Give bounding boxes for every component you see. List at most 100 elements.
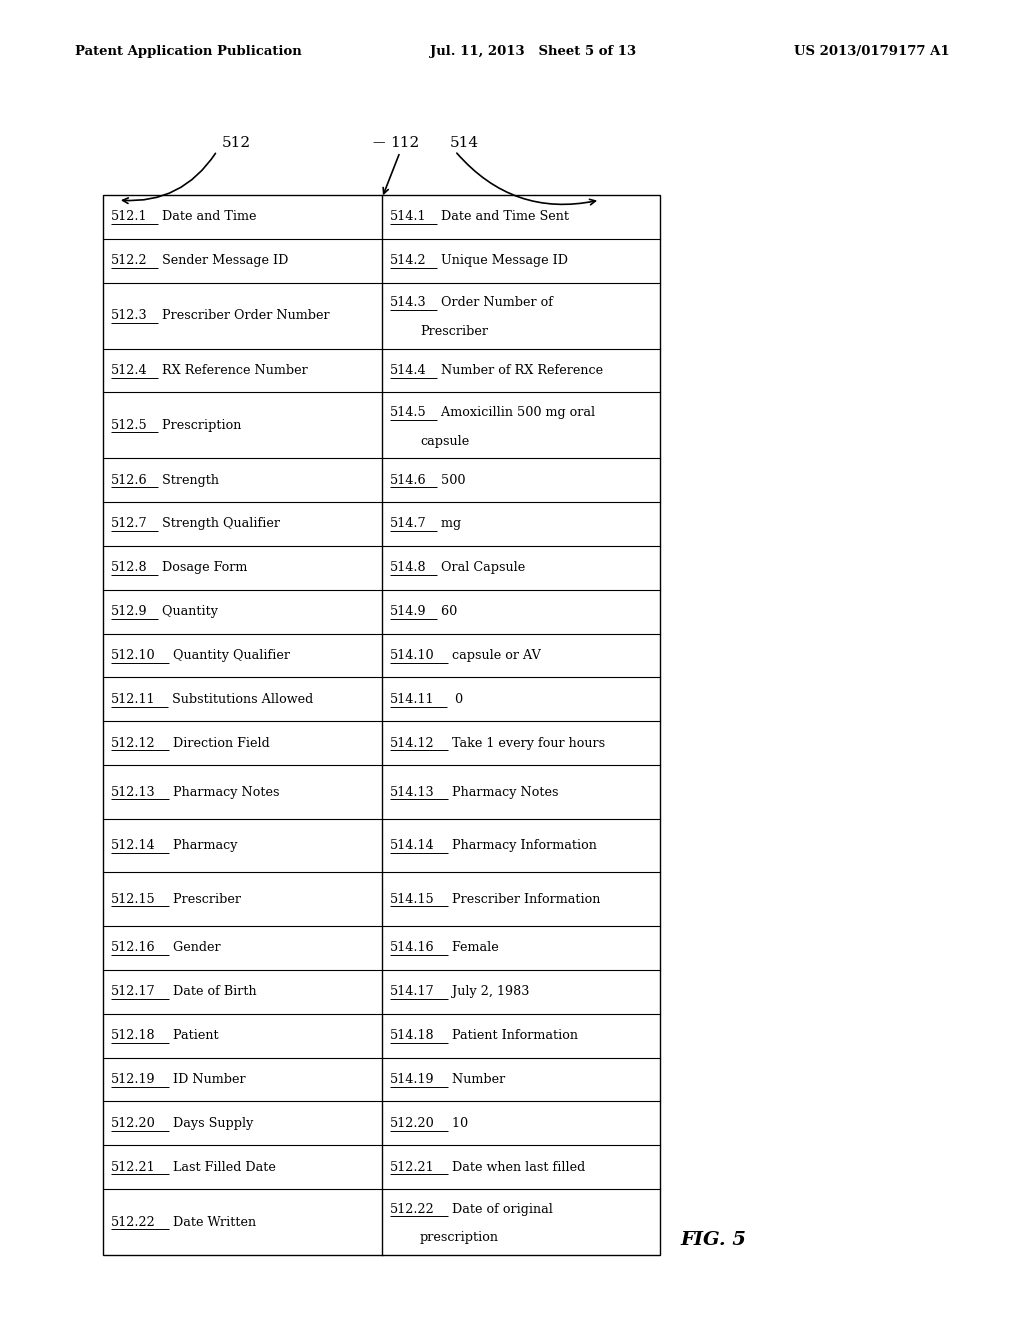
Text: Number of RX Reference: Number of RX Reference [437, 364, 603, 378]
Text: 514.9: 514.9 [390, 605, 427, 618]
Text: Quantity: Quantity [159, 605, 218, 618]
Text: Pharmacy Information: Pharmacy Information [447, 840, 596, 853]
Text: 512.7: 512.7 [111, 517, 147, 531]
Text: 512.11: 512.11 [111, 693, 156, 706]
Text: 514.3: 514.3 [390, 296, 427, 309]
Text: 512.19: 512.19 [111, 1073, 156, 1086]
Text: 514.17: 514.17 [390, 985, 434, 998]
Text: 514.2: 514.2 [390, 255, 427, 267]
Text: 10: 10 [447, 1117, 468, 1130]
Text: 512.10: 512.10 [111, 649, 156, 663]
Text: 512.17: 512.17 [111, 985, 156, 998]
Text: 514.11: 514.11 [390, 693, 434, 706]
Text: 512: 512 [222, 136, 251, 150]
Text: Date and Time: Date and Time [158, 210, 257, 223]
Text: Quantity Qualifier: Quantity Qualifier [169, 649, 290, 663]
Text: FIG. 5: FIG. 5 [680, 1232, 746, 1249]
Text: Pharmacy: Pharmacy [169, 840, 238, 853]
Text: Prescription: Prescription [159, 418, 242, 432]
Text: 500: 500 [437, 474, 466, 487]
Text: Days Supply: Days Supply [169, 1117, 253, 1130]
Text: Strength: Strength [159, 474, 219, 487]
Text: 512.4: 512.4 [111, 364, 147, 378]
Text: Substitutions Allowed: Substitutions Allowed [168, 693, 313, 706]
Text: 0: 0 [447, 693, 464, 706]
Text: Amoxicillin 500 mg oral: Amoxicillin 500 mg oral [437, 407, 596, 418]
Text: Dosage Form: Dosage Form [159, 561, 248, 574]
Text: 514.19: 514.19 [390, 1073, 434, 1086]
Text: 512.3: 512.3 [111, 309, 147, 322]
Text: Date of Birth: Date of Birth [169, 985, 256, 998]
Text: Prescriber: Prescriber [420, 325, 488, 338]
Text: Direction Field: Direction Field [169, 737, 269, 750]
Text: 512.16: 512.16 [111, 941, 156, 954]
Text: US 2013/0179177 A1: US 2013/0179177 A1 [795, 45, 950, 58]
Text: July 2, 1983: July 2, 1983 [447, 985, 529, 998]
Text: Order Number of: Order Number of [437, 296, 553, 309]
Bar [103, 195, 660, 1255]
Text: mg: mg [437, 517, 462, 531]
Text: Take 1 every four hours: Take 1 every four hours [447, 737, 605, 750]
Text: capsule or AV: capsule or AV [447, 649, 541, 663]
Text: 512.9: 512.9 [111, 605, 147, 618]
Text: Patent Application Publication: Patent Application Publication [75, 45, 302, 58]
Text: Patient: Patient [169, 1030, 218, 1043]
Text: 514.14: 514.14 [390, 840, 434, 853]
Text: 514.7: 514.7 [390, 517, 427, 531]
Text: 512.20: 512.20 [390, 1117, 435, 1130]
Text: Female: Female [447, 941, 499, 954]
Text: capsule: capsule [420, 434, 469, 447]
Text: 512.18: 512.18 [111, 1030, 156, 1043]
Text: Strength Qualifier: Strength Qualifier [159, 517, 281, 531]
Text: 512.21: 512.21 [111, 1160, 156, 1173]
Text: —: — [372, 136, 384, 149]
Text: 512.15: 512.15 [111, 892, 156, 906]
Text: 514.13: 514.13 [390, 785, 434, 799]
Text: Date Written: Date Written [169, 1216, 256, 1229]
Text: ID Number: ID Number [169, 1073, 245, 1086]
Text: Sender Message ID: Sender Message ID [159, 255, 289, 267]
Text: Pharmacy Notes: Pharmacy Notes [447, 785, 558, 799]
Text: 512.2: 512.2 [111, 255, 147, 267]
Text: 512.5: 512.5 [111, 418, 147, 432]
Text: 512.22: 512.22 [111, 1216, 156, 1229]
Text: Oral Capsule: Oral Capsule [437, 561, 525, 574]
Text: 514.5: 514.5 [390, 407, 427, 418]
Text: 514: 514 [450, 136, 479, 150]
Text: Prescriber Information: Prescriber Information [447, 892, 600, 906]
Text: Pharmacy Notes: Pharmacy Notes [169, 785, 280, 799]
Text: 512.6: 512.6 [111, 474, 147, 487]
Text: 514.4: 514.4 [390, 364, 427, 378]
Text: 512.14: 512.14 [111, 840, 156, 853]
Text: Gender: Gender [169, 941, 220, 954]
Text: Date of original: Date of original [447, 1203, 553, 1216]
Text: prescription: prescription [420, 1232, 499, 1245]
Text: Prescriber Order Number: Prescriber Order Number [159, 309, 330, 322]
Text: Number: Number [447, 1073, 505, 1086]
Text: 514.6: 514.6 [390, 474, 427, 487]
Text: Date when last filled: Date when last filled [447, 1160, 585, 1173]
Text: 514.12: 514.12 [390, 737, 434, 750]
Text: 514.15: 514.15 [390, 892, 435, 906]
Text: 514.16: 514.16 [390, 941, 434, 954]
Text: Jul. 11, 2013   Sheet 5 of 13: Jul. 11, 2013 Sheet 5 of 13 [430, 45, 636, 58]
Text: 512.22: 512.22 [390, 1203, 435, 1216]
Text: 514.10: 514.10 [390, 649, 434, 663]
Text: 112: 112 [390, 136, 419, 150]
Text: Prescriber: Prescriber [169, 892, 241, 906]
Text: 514.8: 514.8 [390, 561, 427, 574]
Text: 512.8: 512.8 [111, 561, 147, 574]
Text: Unique Message ID: Unique Message ID [437, 255, 568, 267]
Text: 512.1: 512.1 [111, 210, 147, 223]
Text: Last Filled Date: Last Filled Date [169, 1160, 275, 1173]
Text: 512.13: 512.13 [111, 785, 156, 799]
Text: 514.1: 514.1 [390, 210, 427, 223]
Text: Date and Time Sent: Date and Time Sent [437, 210, 569, 223]
Text: 512.20: 512.20 [111, 1117, 156, 1130]
Text: 512.12: 512.12 [111, 737, 156, 750]
Text: 60: 60 [437, 605, 458, 618]
Text: RX Reference Number: RX Reference Number [159, 364, 308, 378]
Text: 514.18: 514.18 [390, 1030, 434, 1043]
Text: Patient Information: Patient Information [447, 1030, 578, 1043]
Text: 512.21: 512.21 [390, 1160, 434, 1173]
